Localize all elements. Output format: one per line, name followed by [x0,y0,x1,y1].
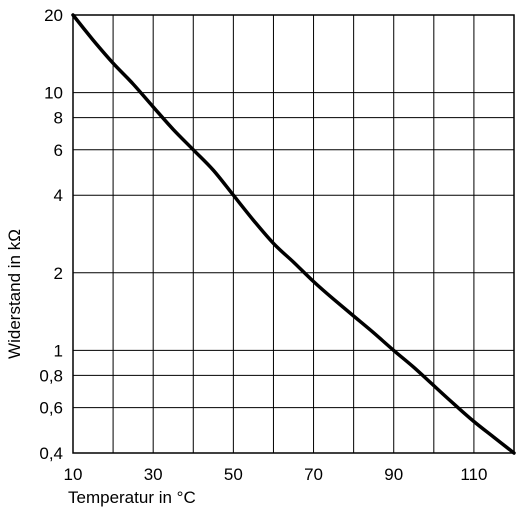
x-tick-label: 70 [304,465,323,484]
y-tick-label: 6 [54,141,63,160]
resistance-curve [71,13,516,455]
x-tick-labels: 10 30 50 70 90 110 [64,465,488,484]
y-tick-label: 0,4 [39,444,63,463]
x-tick-label: 110 [460,465,487,484]
y-tick-label: 4 [54,186,63,205]
x-tick-label: 10 [64,465,83,484]
y-tick-label: 20 [44,6,63,25]
y-gridlines [73,14,514,454]
x-tick-label: 50 [224,465,243,484]
y-tick-label: 0,8 [39,366,63,385]
x-axis-title: Temperatur in °C [68,488,196,507]
y-tick-label: 8 [54,109,63,128]
x-gridlines [72,15,515,453]
y-axis-title: Widerstand in kΩ [5,229,24,359]
plot-frame [72,14,515,454]
y-tick-label: 1 [54,341,63,360]
y-tick-label: 10 [44,84,63,103]
x-tick-label: 30 [144,465,163,484]
y-tick-labels: 0,4 0,6 0,8 1 2 4 6 8 10 20 [39,6,63,463]
y-tick-label: 0,6 [39,399,63,418]
x-tick-label: 90 [384,465,403,484]
y-tick-label: 2 [54,264,63,283]
